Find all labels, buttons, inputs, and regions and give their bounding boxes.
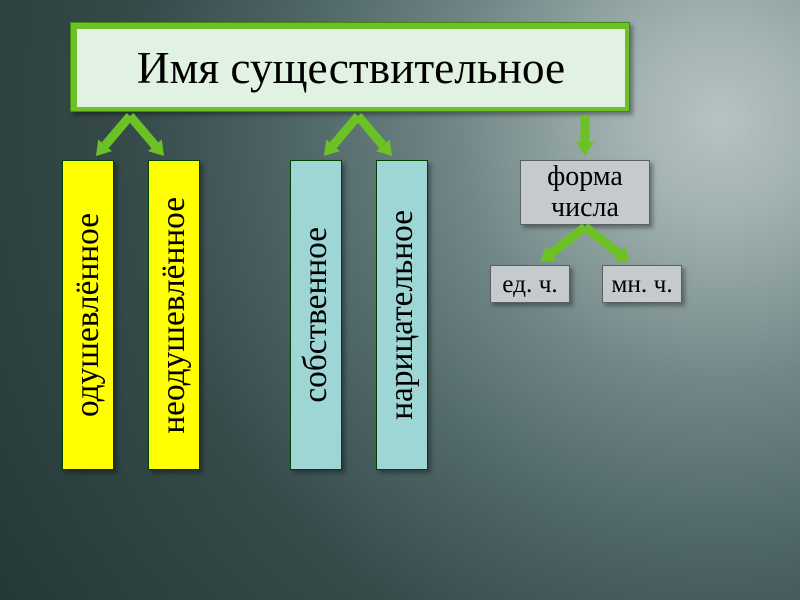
number-main-text: форма числа [521,162,649,224]
pair-a-right: неодушевлённое [148,160,200,470]
pair-b-left-text: собственное [297,227,335,403]
number-main: форма числа [520,160,650,225]
number-left-text: ед. ч. [502,270,558,299]
pair-b-right-text: нарицательное [383,210,421,420]
pair-a-right-text: неодушевлённое [155,197,193,434]
title-inner: Имя существительное [77,29,625,107]
pair-a-left: одушевлённое [62,160,114,470]
pair-a-left-text: одушевлённое [69,213,107,417]
number-left: ед. ч. [490,265,570,303]
title-text: Имя существительное [137,42,565,94]
title-outer: Имя существительное [70,22,630,112]
number-right-text: мн. ч. [611,270,672,299]
number-right: мн. ч. [602,265,682,303]
pair-b-left: собственное [290,160,342,470]
pair-b-right: нарицательное [376,160,428,470]
